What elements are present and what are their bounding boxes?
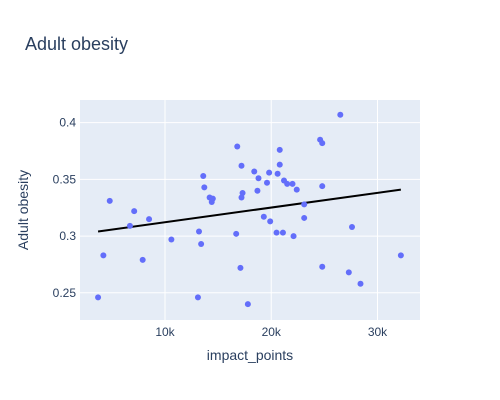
data-point[interactable] <box>266 169 273 176</box>
data-point[interactable] <box>319 263 326 270</box>
data-point[interactable] <box>290 233 297 240</box>
data-point[interactable] <box>198 241 205 248</box>
data-point[interactable] <box>345 269 352 276</box>
y-tick-label: 0.3 <box>59 229 76 243</box>
data-point[interactable] <box>254 187 261 194</box>
trendline <box>97 188 402 233</box>
data-point[interactable] <box>264 179 270 186</box>
x-axis-title: impact_points <box>207 347 293 363</box>
data-point[interactable] <box>100 252 107 259</box>
data-point[interactable] <box>301 201 308 208</box>
data-point[interactable] <box>289 180 296 187</box>
data-point[interactable] <box>233 230 240 237</box>
x-tick-label: 30k <box>368 325 388 339</box>
y-tick-label: 0.25 <box>53 286 77 300</box>
data-point[interactable] <box>139 256 146 263</box>
x-tick-label: 20k <box>262 325 282 339</box>
data-point[interactable] <box>239 189 246 196</box>
data-point[interactable] <box>238 194 245 201</box>
data-point[interactable] <box>337 111 344 118</box>
data-point[interactable] <box>106 197 113 204</box>
data-point[interactable] <box>267 218 274 225</box>
data-point[interactable] <box>200 172 207 179</box>
data-point[interactable] <box>194 294 201 301</box>
data-point[interactable] <box>196 228 202 235</box>
data-point[interactable] <box>234 143 241 150</box>
data-point[interactable] <box>255 175 262 182</box>
data-point[interactable] <box>209 195 216 202</box>
data-point[interactable] <box>168 236 175 243</box>
data-points <box>95 111 404 308</box>
data-point[interactable] <box>131 208 138 215</box>
data-point[interactable] <box>126 222 133 229</box>
data-point[interactable] <box>279 229 286 236</box>
data-point[interactable] <box>274 170 281 177</box>
data-point[interactable] <box>238 162 245 169</box>
gridlines <box>80 100 420 320</box>
data-point[interactable] <box>276 146 283 153</box>
data-point[interactable] <box>251 168 258 175</box>
data-point[interactable] <box>397 252 404 259</box>
data-point[interactable] <box>146 216 153 223</box>
y-tick-label: 0.4 <box>59 116 76 130</box>
data-point[interactable] <box>201 184 208 191</box>
data-point[interactable] <box>319 183 326 190</box>
x-tick-label: 10k <box>155 325 175 339</box>
data-point[interactable] <box>244 301 251 308</box>
data-point[interactable] <box>260 213 267 220</box>
tick-labels: 10k 20k 30k 0.25 0.3 0.35 0.4 <box>53 116 389 339</box>
data-point[interactable] <box>301 214 308 221</box>
y-axis-title: Adult obesity <box>15 170 31 250</box>
data-point[interactable] <box>293 186 300 193</box>
data-point[interactable] <box>284 180 291 187</box>
y-tick-label: 0.35 <box>53 172 77 186</box>
chart-title: Adult obesity <box>25 34 128 54</box>
data-point[interactable] <box>273 229 280 236</box>
data-point[interactable] <box>357 280 364 287</box>
data-point[interactable] <box>319 140 326 147</box>
trendline-layer <box>97 188 402 233</box>
data-point[interactable] <box>349 224 355 231</box>
data-point[interactable] <box>276 161 283 168</box>
data-point[interactable] <box>95 294 102 301</box>
data-point[interactable] <box>237 264 244 271</box>
